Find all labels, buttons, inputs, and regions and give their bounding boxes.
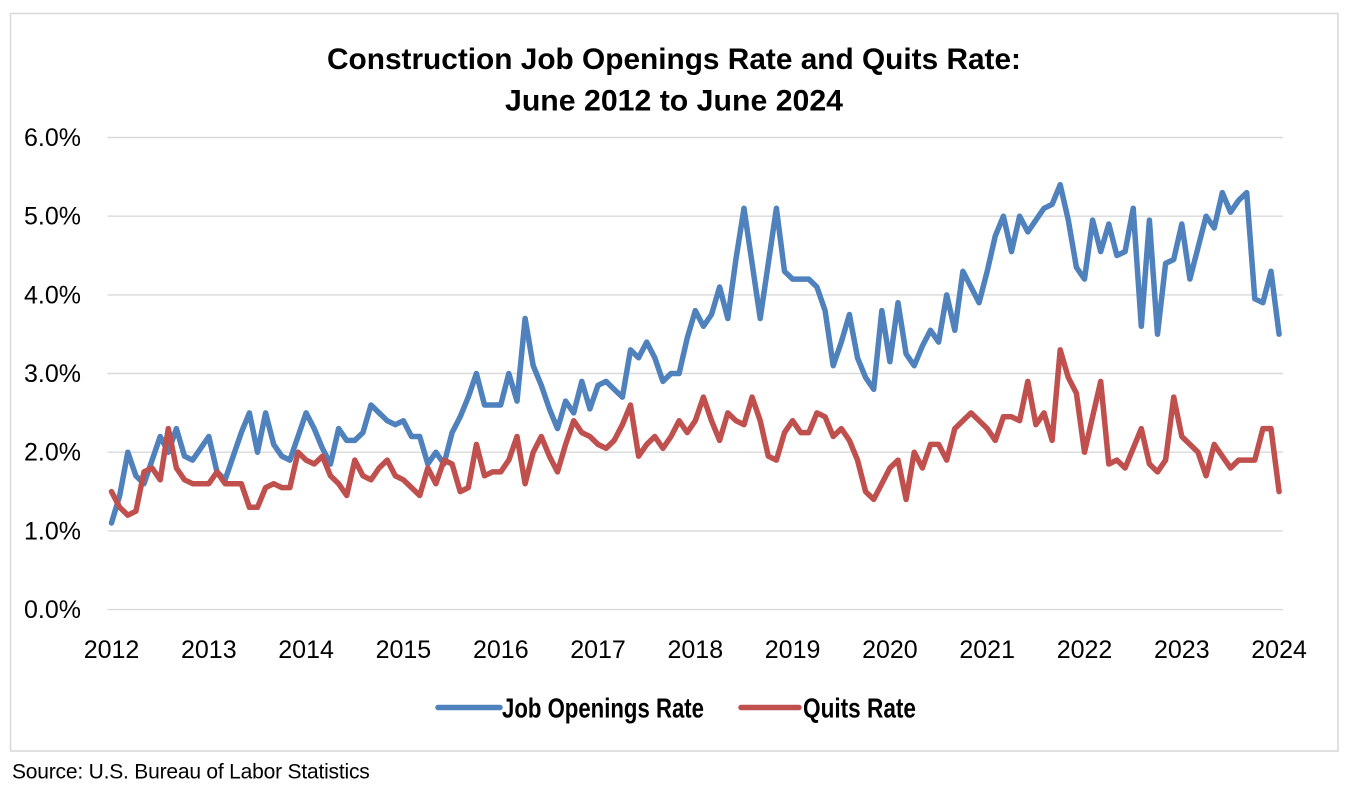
svg-text:Construction Job Openings Rate: Construction Job Openings Rate and Quits…: [327, 43, 1021, 76]
svg-text:2020: 2020: [862, 636, 918, 664]
svg-text:2018: 2018: [667, 636, 723, 664]
svg-text:6.0%: 6.0%: [24, 124, 81, 152]
svg-text:Source: U.S. Bureau of Labor S: Source: U.S. Bureau of Labor Statistics: [12, 761, 370, 784]
svg-text:2014: 2014: [278, 636, 334, 664]
svg-text:2016: 2016: [473, 636, 529, 664]
svg-text:2013: 2013: [181, 636, 237, 664]
svg-text:June 2012 to June 2024: June 2012 to June 2024: [505, 84, 843, 117]
svg-text:2022: 2022: [1057, 636, 1113, 664]
svg-text:1.0%: 1.0%: [24, 517, 81, 545]
svg-text:Quits Rate: Quits Rate: [803, 693, 916, 724]
svg-text:2012: 2012: [84, 636, 140, 664]
svg-text:0.0%: 0.0%: [24, 596, 81, 624]
svg-text:2017: 2017: [570, 636, 626, 664]
svg-text:2021: 2021: [959, 636, 1015, 664]
svg-text:2023: 2023: [1154, 636, 1210, 664]
svg-text:2015: 2015: [376, 636, 432, 664]
svg-text:5.0%: 5.0%: [24, 203, 81, 231]
svg-text:3.0%: 3.0%: [24, 360, 81, 388]
svg-text:2.0%: 2.0%: [24, 439, 81, 467]
svg-text:Job Openings Rate: Job Openings Rate: [502, 693, 704, 724]
svg-text:4.0%: 4.0%: [24, 281, 81, 309]
svg-text:2024: 2024: [1251, 636, 1307, 664]
svg-text:2019: 2019: [765, 636, 821, 664]
